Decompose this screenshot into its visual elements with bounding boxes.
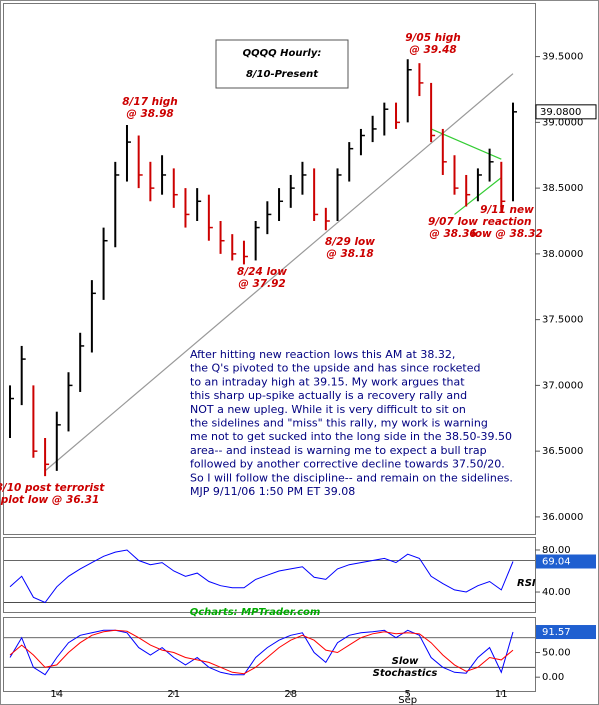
indicator-line bbox=[9, 629, 514, 675]
source-label: Qcharts: MPTrader.com bbox=[190, 607, 321, 618]
commentary-line: After hitting new reaction lows this AM … bbox=[190, 348, 455, 361]
indicator-label: RSI bbox=[517, 578, 536, 589]
annotation: 9/05 high bbox=[405, 32, 460, 44]
indicator-label: Slow bbox=[392, 656, 420, 667]
y-tick-label: 0.00 bbox=[542, 672, 564, 683]
indicator-line bbox=[9, 549, 514, 604]
price-panel bbox=[3, 3, 536, 535]
y-tick-label: 36.0000 bbox=[542, 512, 583, 523]
annotation: 9/11 new bbox=[480, 204, 534, 216]
y-tick-label: 50.00 bbox=[542, 648, 571, 659]
x-tick-label: 5 bbox=[405, 689, 411, 700]
y-tick-label: 39.5000 bbox=[542, 52, 583, 63]
y-tick-label: 37.0000 bbox=[542, 380, 583, 391]
annotation: 8/10 post terrorist bbox=[0, 482, 105, 494]
title-box bbox=[215, 39, 349, 89]
commentary-line: the Q's pivoted to the upside and has si… bbox=[190, 362, 480, 375]
y-tick-label: 37.5000 bbox=[542, 315, 583, 326]
commentary-line: NOT a new upleg. While it is very diffic… bbox=[190, 403, 466, 416]
trendline bbox=[44, 73, 514, 472]
y-tick-label: 36.5000 bbox=[542, 446, 583, 457]
annotation: 8/24 low bbox=[237, 266, 287, 278]
annotation: @ 39.48 bbox=[409, 44, 456, 56]
y-tick-label: 80.00 bbox=[542, 545, 571, 556]
annotation: @ 37.92 bbox=[238, 278, 285, 290]
commentary-line: MJP 9/11/06 1:50 PM ET 39.08 bbox=[190, 485, 355, 498]
last-value-label: 91.57 bbox=[542, 627, 571, 638]
y-tick-label: 38.5000 bbox=[542, 183, 583, 194]
last-value-box bbox=[536, 625, 596, 640]
commentary-line: this sharp up-spike actually is a recove… bbox=[190, 389, 467, 402]
annotation: @ 38.36 bbox=[429, 228, 476, 240]
annotation: 8/17 high bbox=[122, 96, 177, 108]
commentary-line: followed by another corrective decline t… bbox=[190, 458, 505, 471]
last-value-box bbox=[536, 554, 596, 569]
annotation: @ 38.18 bbox=[326, 248, 373, 260]
chart-title: QQQQ Hourly: bbox=[243, 48, 322, 59]
annotation: 9/07 low bbox=[428, 216, 478, 228]
commentary-line: the sidelines and "miss" this rally, my … bbox=[190, 417, 488, 430]
y-tick-label: 38.0000 bbox=[542, 249, 583, 260]
annotation: low @ 38.32 bbox=[471, 228, 543, 240]
last-price-box bbox=[535, 104, 597, 120]
annotation: reaction bbox=[483, 216, 532, 228]
commentary-line: me not to get sucked into the long side … bbox=[190, 430, 512, 443]
commentary-line: So I will follow the discipline-- and re… bbox=[190, 471, 513, 484]
annotation: plot low @ 36.31 bbox=[0, 494, 99, 506]
indicator-label: Stochastics bbox=[373, 668, 438, 679]
commentary-line: area-- and instead is warning me to expe… bbox=[190, 444, 487, 457]
annotation: 8/29 low bbox=[325, 236, 375, 248]
x-tick-label: 28 bbox=[284, 689, 297, 700]
indicator-line bbox=[9, 629, 514, 676]
rsi-panel bbox=[3, 537, 536, 613]
y-tick-label: 40.00 bbox=[542, 587, 571, 598]
x-tick-label: 11 bbox=[495, 689, 508, 700]
last-price-label: 39.0800 bbox=[540, 107, 581, 118]
x-tick-label: 21 bbox=[167, 689, 180, 700]
last-value-label: 69.04 bbox=[542, 557, 571, 568]
commentary-line: to an intraday high at 39.15. My work ar… bbox=[190, 375, 465, 388]
annotation: @ 38.98 bbox=[126, 108, 173, 120]
x-tick-label: 14 bbox=[50, 689, 63, 700]
stoch-panel bbox=[3, 617, 536, 692]
chart-title: 8/10-Present bbox=[246, 69, 319, 80]
y-tick-label: 39.0000 bbox=[542, 117, 583, 128]
x-sublabel: Sep bbox=[398, 695, 417, 705]
